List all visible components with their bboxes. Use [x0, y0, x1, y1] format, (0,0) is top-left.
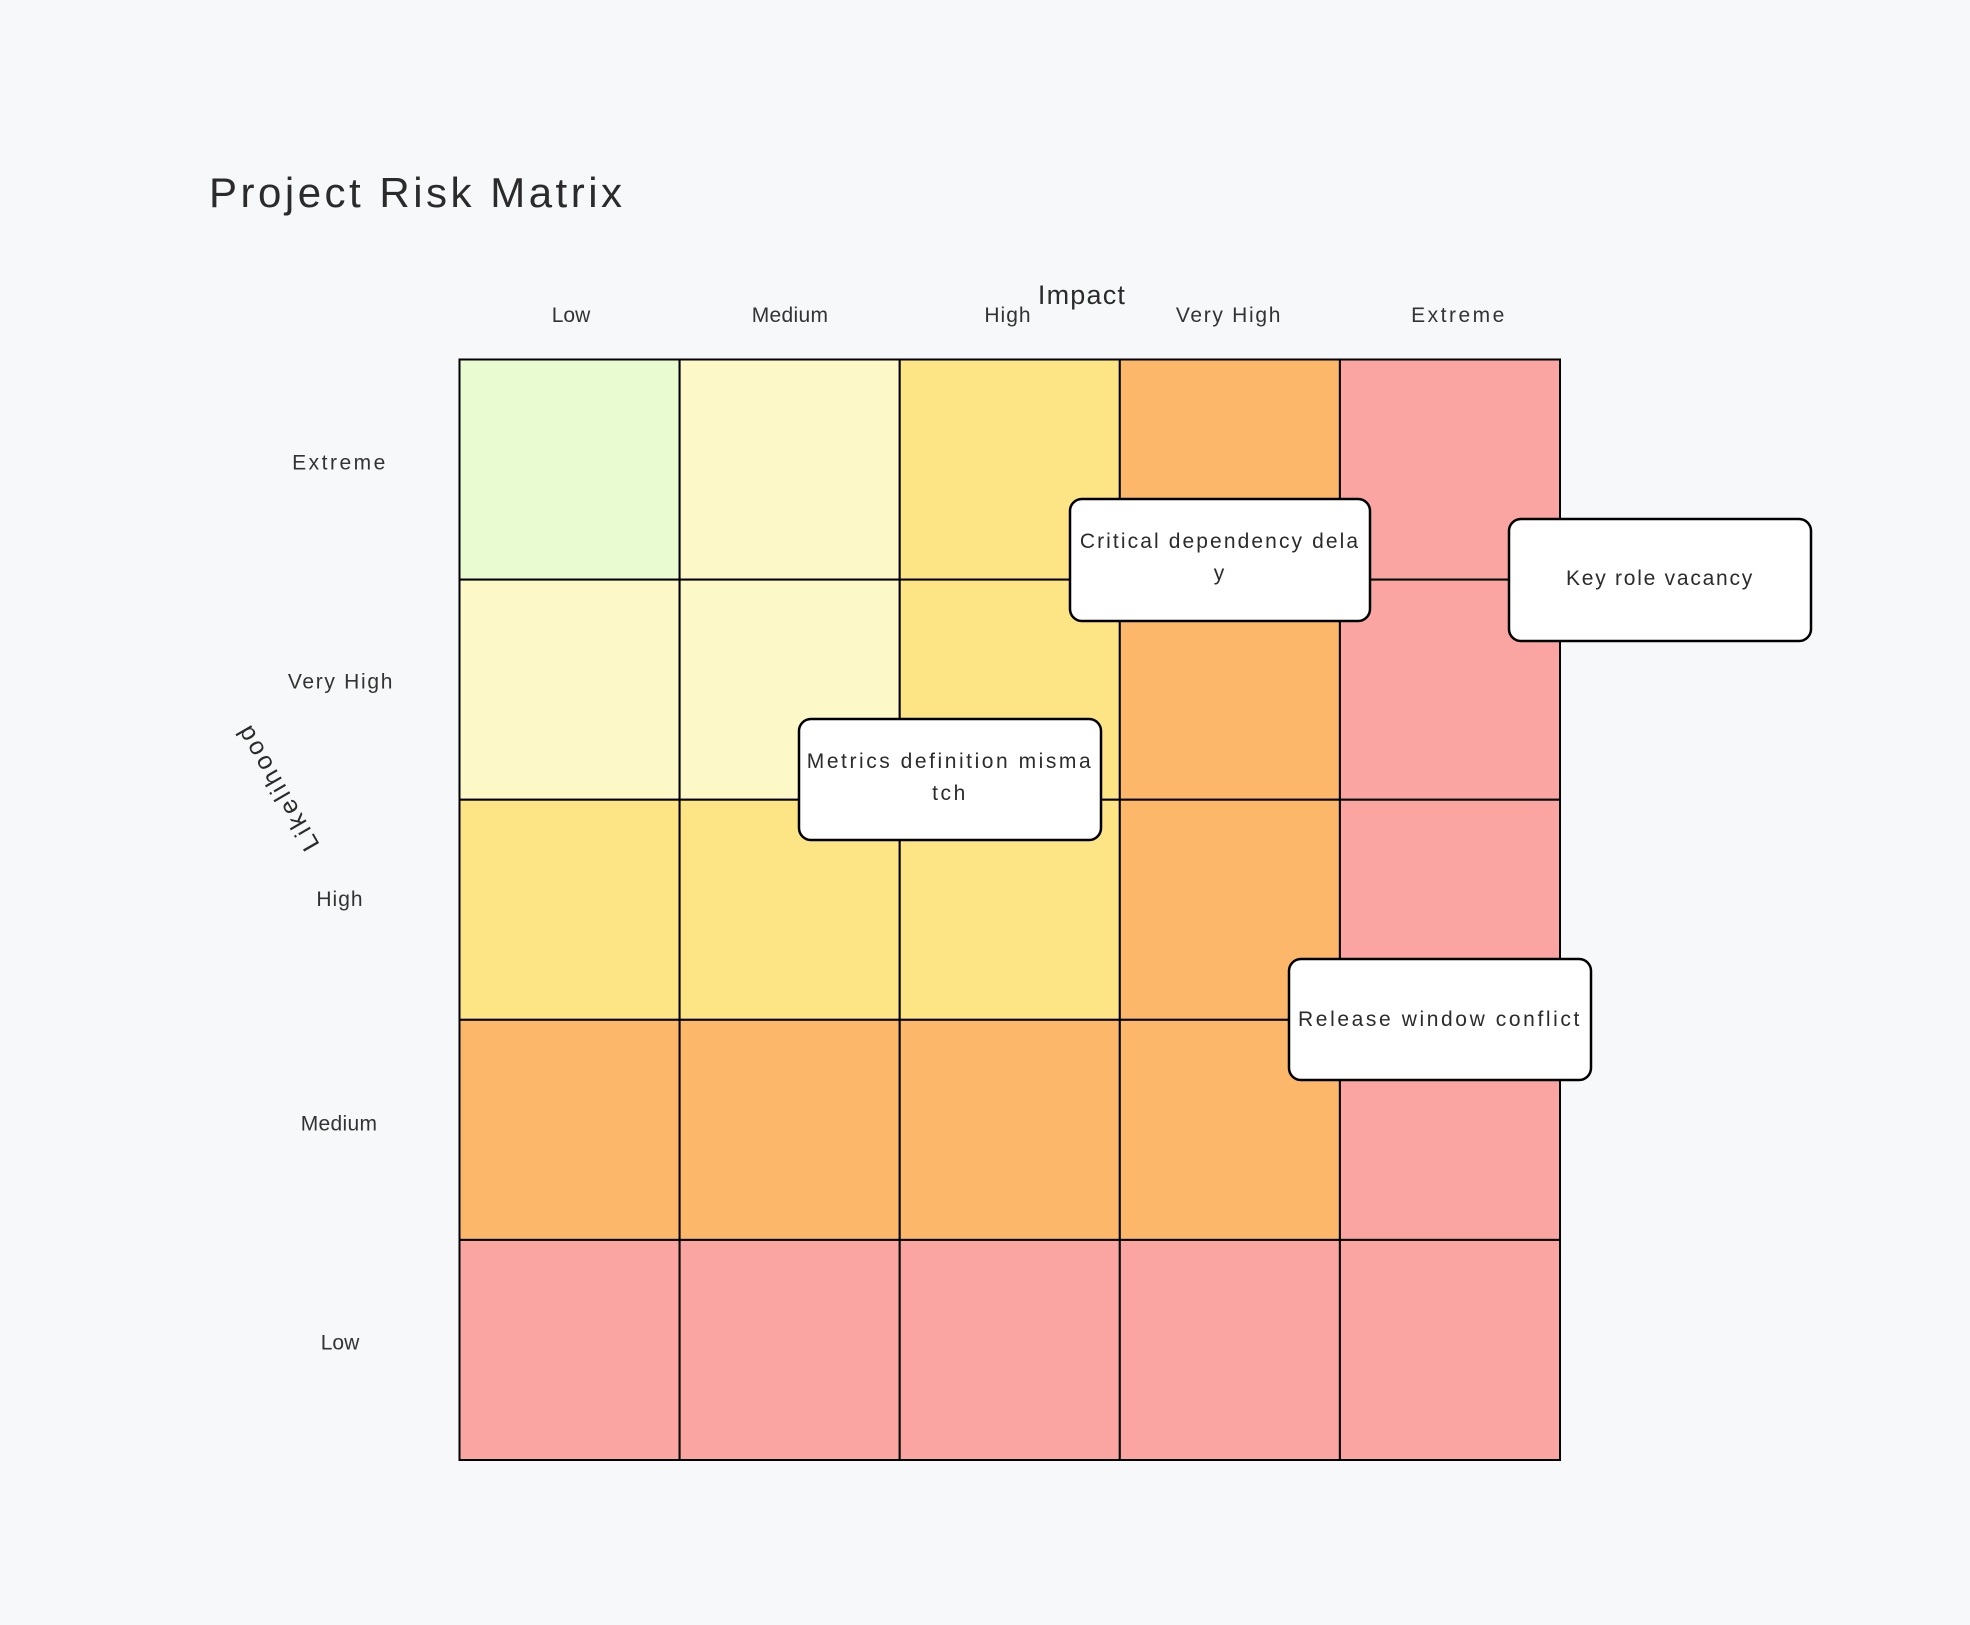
svg-text:Very High: Very High — [288, 671, 394, 694]
svg-text:Medium: Medium — [752, 304, 829, 327]
svg-text:Key role vacancy: Key role vacancy — [1566, 567, 1754, 590]
svg-text:High: High — [984, 304, 1031, 327]
svg-text:Extreme: Extreme — [1411, 304, 1507, 327]
svg-text:High: High — [316, 888, 363, 911]
svg-text:Critical dependency dela: Critical dependency dela — [1080, 530, 1360, 553]
svg-text:Low: Low — [321, 1332, 360, 1355]
svg-text:Metrics definition misma: Metrics definition misma — [807, 750, 1093, 773]
svg-text:Very High: Very High — [1176, 304, 1282, 327]
svg-text:tch: tch — [932, 782, 968, 805]
svg-text:Release window conflict: Release window conflict — [1298, 1008, 1582, 1031]
svg-text:Extreme: Extreme — [292, 452, 388, 475]
svg-text:y: y — [1214, 562, 1227, 585]
svg-text:Impact: Impact — [1038, 280, 1126, 310]
svg-text:Low: Low — [552, 304, 591, 327]
svg-text:Medium: Medium — [301, 1113, 378, 1136]
svg-text:Project Risk Matrix: Project Risk Matrix — [209, 169, 626, 216]
